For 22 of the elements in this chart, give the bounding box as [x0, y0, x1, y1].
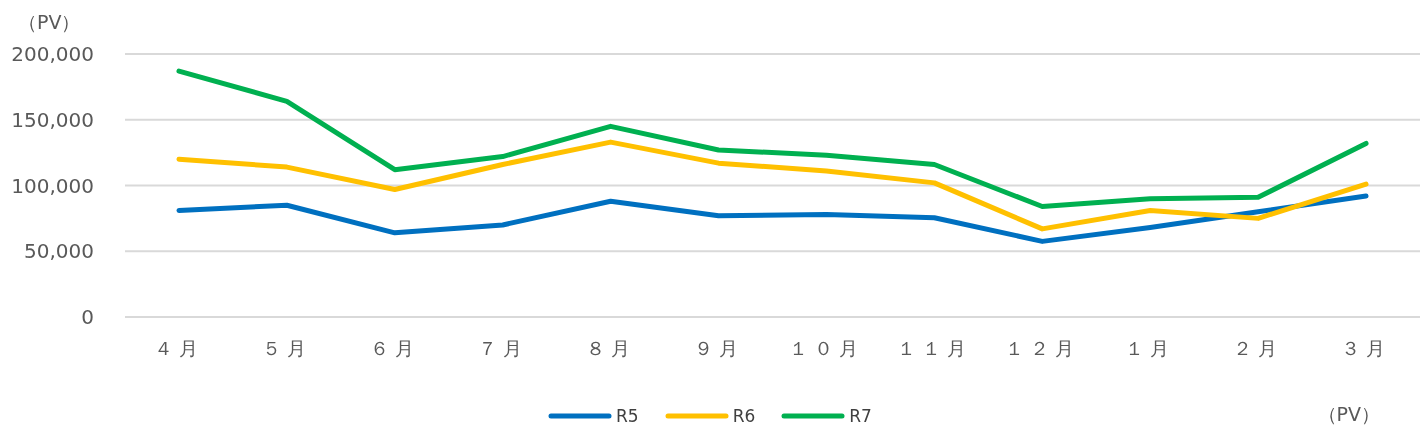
x-tick-label: １０月: [788, 337, 864, 359]
x-tick-label: ３月: [1341, 337, 1392, 359]
y-tick-label: 0: [81, 305, 94, 329]
x-tick-label: １２月: [1004, 337, 1080, 359]
legend-label: R5: [616, 406, 639, 426]
y-tick-label: 100,000: [11, 173, 94, 198]
x-tick-label: ２月: [1233, 337, 1284, 359]
x-tick-label: ６月: [369, 337, 420, 359]
x-tick-label: ９月: [693, 337, 744, 359]
legend-label: R6: [732, 406, 756, 426]
x-tick-label: ８月: [585, 337, 636, 359]
x-tick-label: １月: [1125, 337, 1176, 359]
y-axis-title: （PV）: [18, 10, 81, 35]
y-tick-label: 50,000: [24, 239, 94, 264]
text: （PV）: [1317, 402, 1380, 427]
x-tick-label: ４月: [153, 337, 204, 359]
x-tick-label: １１月: [896, 337, 972, 359]
x-tick-label: ７月: [477, 337, 528, 359]
y-tick-label: 150,000: [11, 107, 94, 132]
y-tick-label: 200,000: [11, 42, 94, 66]
legend-label: R7: [849, 406, 872, 426]
x-tick-label: ５月: [261, 337, 312, 359]
